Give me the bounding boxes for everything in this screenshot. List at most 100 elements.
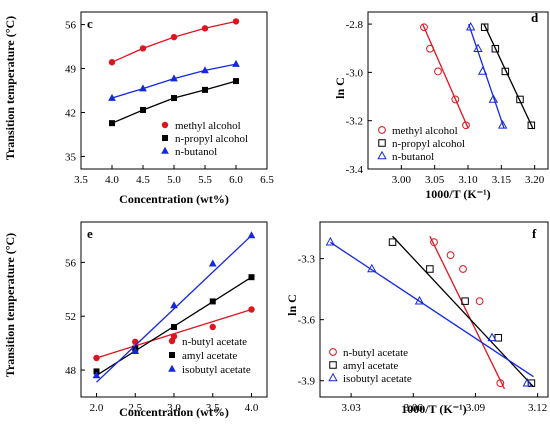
panel-letter: e — [87, 226, 93, 241]
x-axis-label: 1000/T (K⁻¹) — [401, 402, 466, 416]
x-tick-label: 4.5 — [136, 174, 150, 186]
data-point — [202, 86, 208, 93]
fit-line — [468, 23, 505, 129]
data-point — [171, 95, 177, 102]
data-point — [109, 120, 115, 127]
data-point — [209, 323, 216, 331]
series-n-butanol — [108, 59, 240, 101]
data-point — [232, 59, 240, 67]
legend-label: n-butyl acetate — [182, 336, 247, 348]
x-tick-label: 2.5 — [128, 402, 142, 414]
data-point — [473, 43, 483, 53]
x-tick-label: 3.09 — [466, 402, 486, 414]
panel-d: 3.00 3.05 3.10 3.15 3.20 -2.8 -3.0 -3.2 -3.4 1000… — [333, 10, 549, 201]
data-point — [496, 379, 505, 388]
data-point — [480, 23, 489, 31]
legend-label: isobutyl acetate — [343, 373, 412, 385]
y-tick-label: -3.3 — [298, 254, 316, 266]
data-point — [208, 259, 217, 267]
data-point — [451, 95, 460, 104]
legend-marker — [328, 372, 338, 382]
y-axis-label: ln C — [333, 77, 347, 99]
series-n-butyl-acetate — [429, 235, 506, 390]
data-point — [233, 78, 239, 85]
series-n-propyl-alcohol — [109, 78, 239, 127]
data-point — [461, 297, 469, 305]
data-point — [426, 44, 434, 53]
legend-marker — [161, 146, 169, 154]
series-methyl-alcohol — [108, 18, 240, 66]
y-tick-label: 56 — [65, 20, 77, 32]
series-line — [111, 80, 237, 124]
legend-marker — [168, 364, 176, 372]
y-tick-label: 49 — [65, 64, 77, 76]
y-tick-label: -3.4 — [346, 164, 364, 176]
data-point — [248, 306, 255, 313]
data-point — [139, 84, 147, 92]
series-n-butyl-acetate — [93, 306, 255, 362]
legend-label: methyl alcohol — [175, 120, 241, 132]
x-tick-label: 5.0 — [167, 174, 181, 186]
x-tick-label: 6.5 — [260, 174, 274, 186]
x-axis-label: Concentration (wt%) — [119, 192, 229, 206]
x-tick-label: 3.5 — [206, 402, 220, 414]
data-point — [501, 67, 510, 76]
data-point — [171, 324, 177, 330]
data-point — [487, 332, 497, 342]
series-line — [111, 20, 237, 63]
legend-label: n-propyl alcohol — [175, 133, 248, 145]
panel-letter: c — [87, 16, 93, 31]
data-point — [108, 59, 116, 66]
x-tick-label: 3.05 — [425, 174, 445, 186]
data-point — [516, 95, 524, 104]
data-point — [93, 354, 100, 362]
data-point — [248, 274, 255, 281]
y-tick-label: 42 — [65, 107, 76, 119]
data-point — [201, 66, 209, 74]
data-point — [414, 295, 425, 305]
data-point — [131, 347, 140, 355]
x-tick-label: 3.5 — [74, 174, 88, 186]
legend-label: amyl acetate — [182, 350, 237, 362]
data-point — [522, 377, 532, 387]
data-point — [232, 18, 240, 25]
data-point — [497, 120, 508, 129]
y-tick-label: -2.8 — [346, 19, 364, 31]
data-point — [430, 238, 438, 247]
legend-marker — [168, 337, 176, 345]
legend-label: n-butyl acetate — [343, 347, 408, 359]
x-tick-label: 2.0 — [90, 402, 104, 414]
legend-marker — [169, 352, 175, 358]
plot-frame — [367, 11, 549, 170]
data-point — [388, 238, 397, 246]
x-tick-label: 3.20 — [525, 174, 545, 186]
data-point — [170, 33, 178, 41]
x-tick-label: 3.12 — [528, 402, 547, 414]
legend-marker — [378, 126, 386, 134]
data-point — [491, 44, 500, 53]
legend-label: n-butanol — [392, 151, 434, 163]
data-point — [170, 301, 178, 309]
legend-marker — [161, 121, 169, 129]
data-point — [325, 236, 336, 246]
y-tick-label: -3.0 — [346, 67, 364, 79]
x-tick-label: 6.0 — [229, 174, 243, 186]
y-tick-label: 48 — [65, 365, 77, 377]
data-point — [108, 93, 116, 101]
data-point — [488, 94, 499, 103]
data-point — [446, 251, 455, 260]
y-axis-label: Transition temperature (°C) — [3, 16, 17, 160]
fit-line — [392, 235, 534, 388]
data-point — [209, 298, 216, 305]
data-point — [170, 74, 178, 82]
y-tick-label: -3.9 — [298, 376, 316, 388]
data-point — [247, 231, 256, 239]
legend-marker — [378, 139, 386, 147]
series-n-butanol — [465, 21, 508, 129]
x-tick-label: 3.0 — [167, 402, 181, 414]
data-point — [477, 66, 488, 75]
legend-marker — [329, 348, 337, 356]
data-point — [139, 45, 147, 52]
legend-label: n-butanol — [175, 146, 217, 158]
